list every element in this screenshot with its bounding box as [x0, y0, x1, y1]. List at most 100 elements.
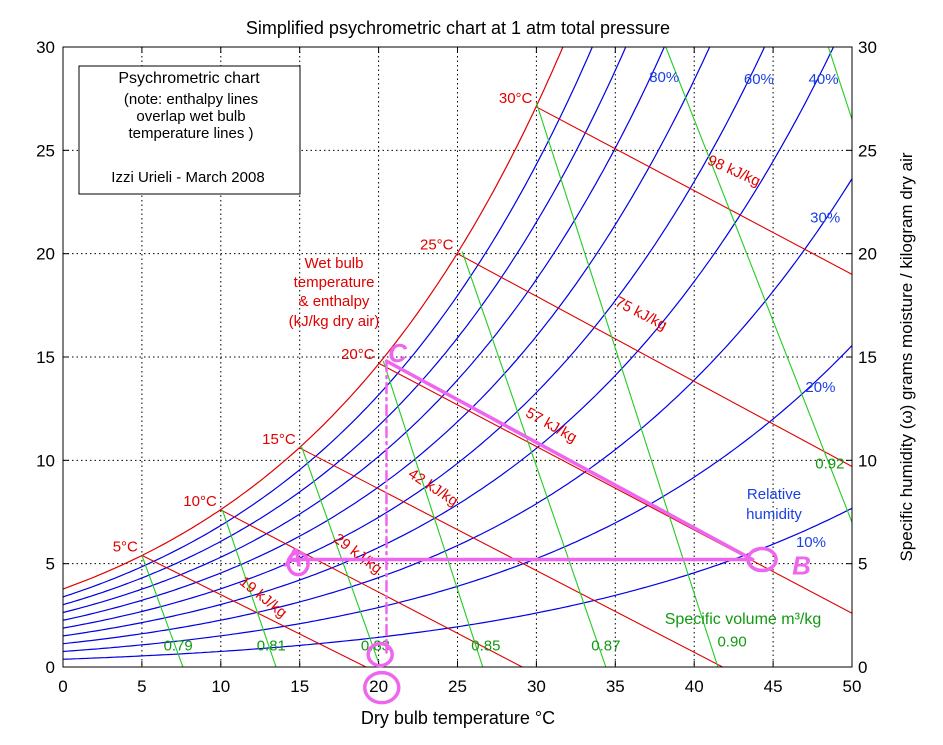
x-tick-label: 25: [448, 677, 467, 696]
rh-label: 60%: [744, 71, 774, 88]
specific-volume-line: [461, 251, 607, 667]
wet-bulb-temp-label: 20°C: [341, 346, 375, 363]
x-tick-label: 15: [290, 677, 309, 696]
annotations: A B C: [283, 338, 811, 705]
x-axis-label: Dry bulb temperature °C: [361, 708, 555, 728]
wet-bulb-line: [299, 447, 723, 667]
wet-bulb-line: [536, 106, 852, 275]
specific-volume-label: 0.81: [257, 637, 286, 654]
wet-bulb-temp-label: 25°C: [420, 237, 454, 254]
y-tick-label: 10: [36, 451, 55, 470]
specific-volume-line: [382, 360, 484, 667]
rh-curve: [63, 47, 593, 598]
wet-bulb-desc-1: Wet bulb: [305, 255, 364, 272]
rh-desc-2: humidity: [746, 506, 802, 523]
y-tick-label: 20: [36, 245, 55, 264]
wet-bulb-line: [457, 253, 852, 468]
wet-bulb-temp-label: 15°C: [262, 431, 296, 448]
wet-bulb-temp-label: 5°C: [113, 538, 138, 555]
specific-volume-label: 0.92: [815, 456, 844, 473]
y-tick-label-right: 15: [858, 348, 877, 367]
specific-volume-label: 0.85: [471, 637, 500, 654]
relative-humidity-labels: 10% 20% 30% 40% 60% 80%: [649, 69, 840, 551]
rh-curve: [63, 178, 852, 645]
info-box-author: Izzi Urieli - March 2008: [111, 169, 264, 186]
x-tick-label: 20: [369, 677, 388, 696]
specific-volume-line: [221, 509, 277, 667]
annotation-point-label: C: [388, 338, 408, 368]
rh-curve: [63, 345, 852, 653]
wet-bulb-description: Wet bulb temperature & enthalpy (kJ/kg d…: [289, 255, 380, 330]
specific-volume-line: [535, 102, 719, 667]
x-tick-label: 35: [606, 677, 625, 696]
rh-label: 80%: [649, 69, 679, 86]
annotation-circle: [746, 546, 778, 573]
specific-volume-labels: 0.79 0.81 0.83 0.85 0.87 0.900.92: [164, 456, 845, 655]
y-tick-label: 25: [36, 141, 55, 160]
x-tick-label: 50: [843, 677, 862, 696]
y-tick-label-right: 5: [858, 555, 867, 574]
specific-volume-label: 0.90: [717, 633, 746, 650]
annotation-line: [384, 359, 755, 562]
specific-volume-label: 0.87: [591, 637, 620, 654]
rh-curve: [63, 47, 665, 614]
x-tick-label: 5: [137, 677, 146, 696]
wet-bulb-temp-label: 10°C: [183, 493, 217, 510]
wet-bulb-desc-3: & enthalpy: [299, 293, 370, 310]
rh-label: 40%: [809, 71, 839, 88]
relative-humidity-curves: [63, 47, 852, 660]
y-tick-label-right: 10: [858, 451, 877, 470]
specific-volume-line: [300, 445, 381, 667]
specific-volume-line: [665, 47, 852, 523]
specific-volume-lines: [141, 47, 852, 667]
wet-bulb-line: [378, 362, 852, 614]
y-tick-label-right: 25: [858, 141, 877, 160]
annotation-circle: [363, 670, 401, 705]
rh-curve: [63, 47, 766, 629]
specific-volume-label: 0.79: [164, 637, 193, 654]
relative-humidity-description: Relative humidity: [746, 486, 802, 523]
rh-curve: [63, 47, 711, 621]
wet-bulb-line: [220, 509, 523, 667]
wet-bulb-desc-2: temperature: [294, 274, 375, 291]
y-tick-label: 5: [46, 555, 55, 574]
x-tick-label: 40: [685, 677, 704, 696]
info-box-title: Psychrometric chart: [118, 70, 260, 87]
annotation-circle: [286, 550, 310, 577]
wet-bulb-lines: [141, 106, 852, 667]
x-tick-label: 10: [211, 677, 230, 696]
rh-curve: [63, 507, 852, 660]
annotation-point-label: B: [792, 551, 811, 581]
x-tick-label: 45: [764, 677, 783, 696]
rh-label: 30%: [810, 209, 840, 226]
specific-volume-line: [141, 555, 184, 667]
chart-title: Simplified psychrometric chart at 1 atm …: [246, 18, 670, 38]
rh-desc-1: Relative: [747, 486, 801, 503]
x-tick-label: 0: [58, 677, 67, 696]
info-box-note-2: overlap wet bulb: [136, 108, 245, 125]
info-box-note-1: (note: enthalpy lines: [124, 91, 258, 108]
rh-curve: [63, 47, 627, 606]
saturation-curve: [63, 47, 564, 590]
y-tick-label-right: 30: [858, 38, 877, 57]
y-tick-label-right: 20: [858, 245, 877, 264]
wet-bulb-desc-4: (kJ/kg dry air): [289, 313, 380, 330]
info-box-note-3: temperature lines ): [128, 125, 253, 142]
y-tick-label: 15: [36, 348, 55, 367]
y-tick-label: 30: [36, 38, 55, 57]
annotation-circle: [366, 641, 394, 668]
x-tick-label: 30: [527, 677, 546, 696]
y-tick-label-right: 0: [858, 658, 867, 677]
y-axis-label: Specific humidity (ω) grams moisture / k…: [897, 152, 916, 561]
wet-bulb-line: [141, 554, 367, 667]
info-box: Psychrometric chart (note: enthalpy line…: [78, 65, 301, 195]
specific-volume-line: [827, 47, 852, 120]
rh-label: 20%: [805, 379, 835, 396]
specific-volume-description: Specific volume m³/kg: [665, 611, 822, 628]
wet-bulb-temp-label: 30°C: [499, 90, 533, 107]
annotation-point-label: A: [283, 542, 303, 572]
rh-label: 10%: [796, 534, 826, 551]
